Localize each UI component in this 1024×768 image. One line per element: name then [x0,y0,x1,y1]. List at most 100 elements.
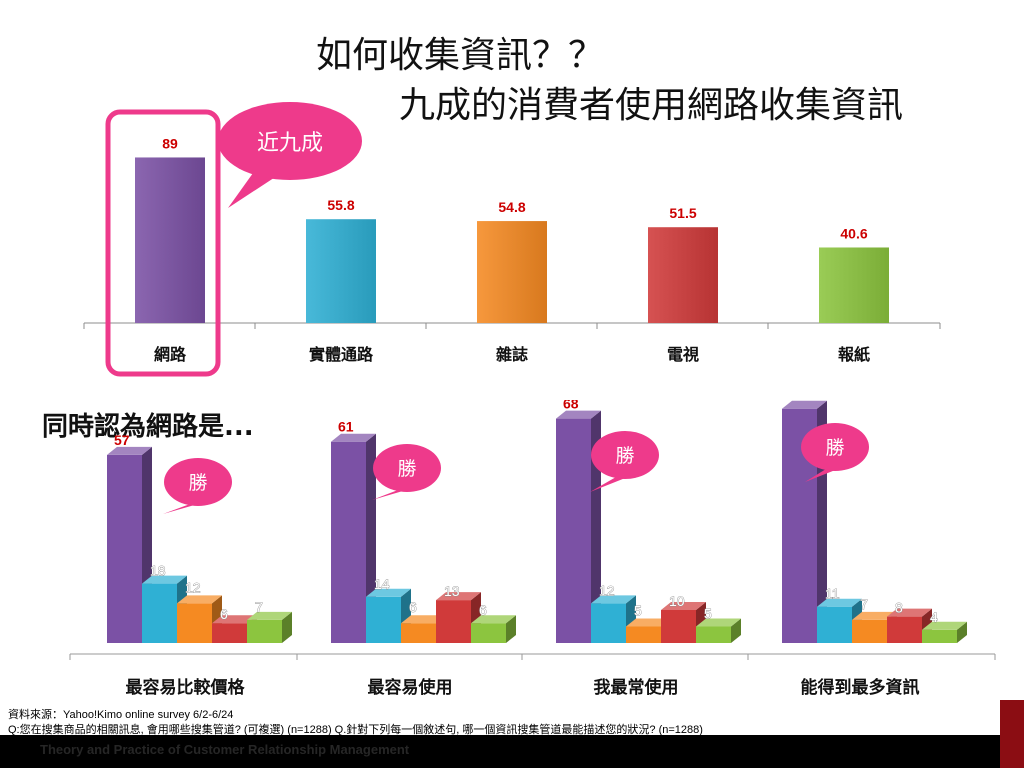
bar-top-face [852,611,897,620]
top-bar [819,247,889,323]
top-category-label: 網路 [154,345,187,364]
bar-value-label: 12 [599,582,615,598]
highlight-box [105,109,221,377]
bar-value-label: 12 [185,579,201,595]
bar-front-face [471,623,506,643]
bar-top-face [366,588,411,597]
bar-front-face [331,441,366,643]
top-bar-value-label: 51.5 [669,205,696,221]
bar-top-face [142,575,187,584]
bar-side-face [506,615,516,643]
bar-front-face [177,603,212,643]
top-category-label: 實體通路 [309,345,374,364]
bar-front-face [142,583,177,643]
bar-top-face [107,446,152,455]
win-callout-text: 勝 [825,437,844,459]
bar-value-label: 61 [338,419,354,435]
top-bar [306,219,376,323]
bar-value-label: 6 [409,599,417,615]
win-callout-text: 勝 [615,445,634,467]
bar-top-face [556,410,601,419]
bar-front-face [626,626,661,643]
top-bar-value-label: 40.6 [840,225,867,241]
bar-value-label: 8 [895,600,903,616]
bar-value-label: 10 [669,593,685,609]
bar-front-face [817,606,852,643]
bar-value-label: 5 [704,606,712,622]
bar-value-label: 13 [444,583,460,599]
bar-value-label: 6 [479,602,487,618]
top-category-label: 電視 [667,345,699,364]
bar-value-label: 57 [114,432,130,448]
bottom-3d-bar-chart: 57 18 12 6 7 最容易比較價格 61 14 6 13 6 最容易使用 68 12 5 10 5 我最常使… [69,400,996,697]
top-bar-value-label: 54.8 [498,199,525,215]
bar-top-face [661,602,706,610]
bar-top-face [177,595,222,604]
bar-value-label: 5 [634,603,642,619]
bar-top-face [331,433,376,442]
bar-value-label: 7 [860,596,868,612]
top-category-label: 報紙 [838,345,870,364]
bar-top-face [887,608,932,617]
corner-accent [1000,700,1024,768]
bar-value-label: 11 [825,586,840,602]
bar-top-face [247,611,292,620]
bar-front-face [661,610,696,643]
bar-front-face [247,619,282,643]
bar-value-label: 18 [150,563,166,579]
bar-side-face [731,618,741,643]
bar-top-face [922,621,967,630]
slide-title-line-1: 如何收集資訊？？ [316,35,605,76]
bar-top-face [817,598,862,607]
top-bar [648,227,718,323]
section-subheading: 同時認為網路是... [42,412,254,442]
bar-value-label: 68 [563,400,579,412]
bar-side-face [957,621,967,643]
bar-front-face [212,623,247,643]
bar-front-face [887,616,922,643]
bar-top-face [212,615,257,624]
footer-text: Theory and Practice of Customer Relation… [40,742,410,757]
top-bar [477,221,547,323]
bar-value-label: 71 [789,400,805,402]
bar-top-face [401,615,446,624]
bar-top-face [696,618,741,627]
bar-value-label: 4 [930,609,938,625]
win-callout-bubble [373,444,441,492]
bottom-category-label: 我最常使用 [594,677,679,697]
footer-band [0,735,1000,768]
bar-value-label: 6 [220,606,228,622]
bottom-category-label: 最容易比較價格 [126,677,246,697]
win-callout-text: 勝 [188,472,207,494]
bottom-category-label: 最容易使用 [368,677,453,697]
top-bar [135,157,205,323]
bar-top-face [436,592,481,601]
win-callout-bubble [164,458,232,506]
top-bar-value-label: 89 [162,135,178,151]
question-note: Q:您在搜集商品的相關訊息, 會用哪些搜集管道? (可複選) (n=1288) … [8,724,703,736]
bar-value-label: 14 [374,576,390,592]
top-bar-value-label: 55.8 [327,197,354,213]
callout-bubble [218,102,362,180]
bar-front-face [922,629,957,643]
bar-front-face [696,626,731,643]
callout-text: 近九成 [257,130,323,155]
win-callout-text: 勝 [397,458,416,480]
source-note: 資料來源：Yahoo!Kimo online survey 6/2-6/24 [8,709,234,721]
top-bar-chart: 89 網路 55.8 實體通路 54.8 雜誌 51.5 電視 40.6 報紙 近九成 [83,102,941,377]
bar-side-face [366,433,376,643]
bar-front-face [436,600,471,643]
top-category-label: 雜誌 [496,345,528,364]
bar-front-face [401,623,436,643]
slide-title-line-2: 九成的消費者使用網路收集資訊 [399,85,904,126]
win-callout-bubble [801,423,869,471]
bar-front-face [556,418,591,643]
win-callout-bubble [591,431,659,479]
bar-side-face [282,611,292,643]
bar-front-face [852,619,887,643]
bar-top-face [626,618,671,627]
bar-front-face [366,596,401,643]
bar-front-face [107,454,142,643]
bar-top-face [782,400,827,409]
bottom-category-label: 能得到最多資訊 [801,677,920,697]
